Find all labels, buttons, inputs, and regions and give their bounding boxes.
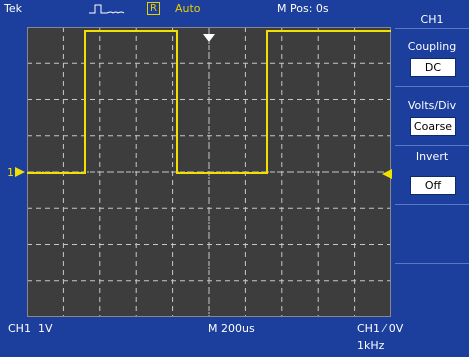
trigger-mode-label: Auto [175, 2, 201, 15]
position-readout: M Pos: 0s [277, 2, 329, 15]
timebase-readout: M 200us [208, 322, 255, 335]
menu-divider [395, 204, 469, 205]
acquisition-waveform-icon [89, 4, 125, 14]
menu-title: CH1 [420, 13, 444, 26]
ch1-menu-panel: CH1 Coupling DC Volts/Div Coarse Invert … [395, 0, 469, 320]
frequency-readout: 1kHz [357, 339, 385, 352]
menu-divider [395, 263, 469, 264]
menu-divider [395, 28, 469, 29]
invert-label: Invert [415, 150, 449, 163]
graticule [27, 27, 391, 317]
menu-divider [395, 86, 469, 87]
channel-scale-readout: CH1 1V [8, 322, 53, 335]
trigger-level-marker-icon [382, 169, 392, 179]
channel-ground-marker: 1 [7, 166, 14, 179]
brand-label: Tek [4, 2, 22, 15]
trigger-position-marker-icon [203, 34, 215, 42]
menu-divider [395, 145, 469, 146]
coupling-option-button[interactable]: DC [410, 58, 456, 77]
ch1-waveform-trace [27, 30, 391, 174]
volts-div-label: Volts/Div [407, 99, 457, 112]
coupling-label: Coupling [407, 40, 457, 53]
waveform-screen [27, 27, 391, 317]
trigger-readout: CH1 ⁄ 0V [357, 322, 404, 335]
run-state-badge: R [147, 2, 160, 15]
volts-div-option-button[interactable]: Coarse [410, 117, 456, 136]
invert-option-button[interactable]: Off [410, 176, 456, 195]
channel-ground-arrow-icon [15, 167, 25, 177]
